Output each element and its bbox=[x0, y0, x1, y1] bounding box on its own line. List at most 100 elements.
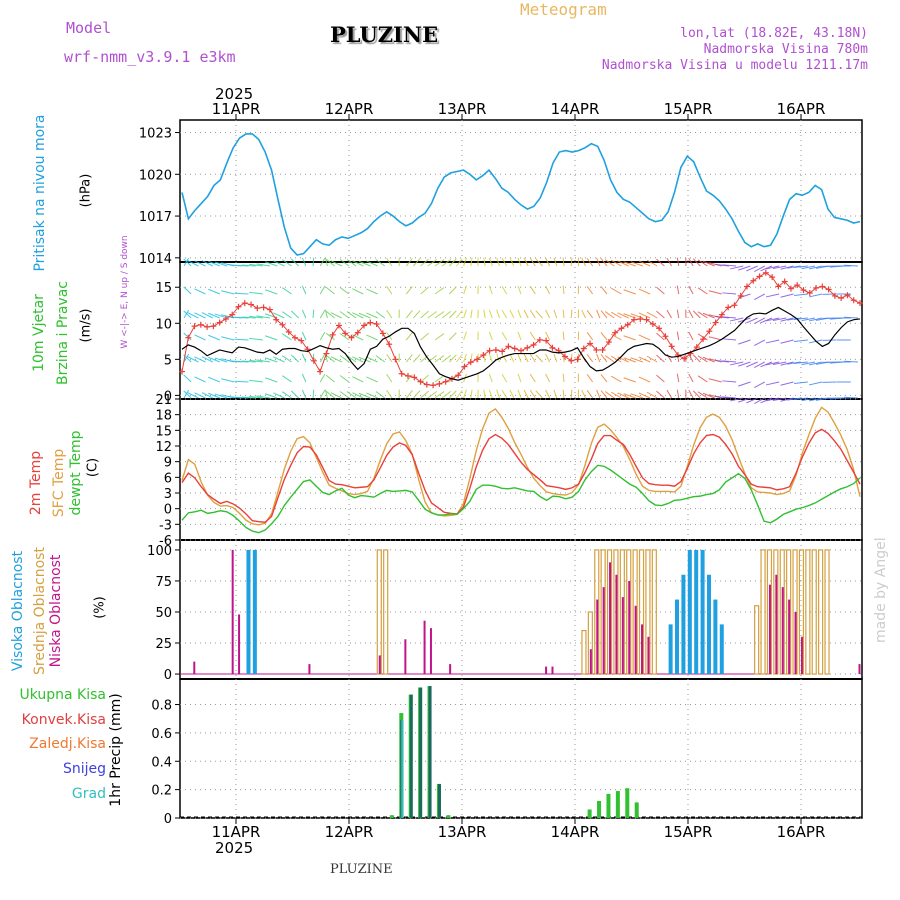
wind-arrow bbox=[730, 265, 744, 270]
wind-arrow bbox=[325, 354, 335, 363]
wind-arrow bbox=[656, 310, 665, 319]
wind-arrow bbox=[529, 331, 536, 341]
wind-arrow bbox=[325, 374, 335, 383]
wind-arrow bbox=[562, 331, 565, 341]
wind-arrow bbox=[623, 393, 636, 399]
wind-arrow bbox=[697, 287, 708, 295]
wind-arrow bbox=[754, 339, 766, 346]
wind-direction-line-marker bbox=[662, 333, 669, 340]
cloud-high-bar bbox=[694, 549, 699, 675]
cloud-low-bar bbox=[628, 580, 631, 675]
wind-arrow bbox=[249, 395, 263, 399]
wind-arrow bbox=[448, 332, 457, 341]
cloud-low-bar bbox=[800, 636, 803, 675]
wind-arrow bbox=[441, 354, 452, 363]
cloud-high-bar bbox=[252, 549, 257, 675]
y-tick-label: 12 bbox=[155, 440, 172, 455]
wind-direction-arrows bbox=[183, 257, 859, 404]
wind-direction-line-marker bbox=[405, 372, 411, 379]
wind-arrow bbox=[301, 389, 307, 399]
y-tick-label: 15 bbox=[155, 424, 172, 439]
wind-arrow bbox=[273, 392, 285, 399]
wind-arrow bbox=[290, 390, 300, 399]
wind-arrow bbox=[420, 354, 429, 363]
wind-arrow bbox=[319, 331, 326, 341]
wind-arrow bbox=[638, 288, 651, 295]
temp-ylabel-sub2: dewpt Temp bbox=[68, 430, 84, 516]
wind-direction-line-marker bbox=[235, 303, 242, 310]
wind-direction-line-marker bbox=[568, 357, 575, 364]
wind-arrow bbox=[754, 397, 766, 404]
wind-direction-line-marker bbox=[361, 322, 368, 329]
wind-arrow bbox=[319, 309, 326, 319]
wind-arrow bbox=[715, 395, 729, 399]
wind-arrow bbox=[765, 293, 780, 298]
precip-total-bar bbox=[446, 815, 451, 818]
wind-arrow bbox=[234, 396, 249, 399]
wind-arrow bbox=[319, 389, 326, 399]
wind-direction-line-marker bbox=[285, 328, 292, 335]
wind-arrow bbox=[656, 286, 665, 295]
wind-arrow bbox=[604, 311, 615, 319]
wind-arrow bbox=[630, 261, 644, 267]
wind-arrow bbox=[488, 285, 493, 295]
wind-direction-line-marker bbox=[649, 321, 656, 328]
wind-arrow bbox=[319, 257, 326, 267]
wind-arrow bbox=[501, 257, 508, 267]
y-tick-label: 1023 bbox=[139, 127, 172, 142]
wind-arrow bbox=[456, 390, 463, 399]
y-tick-label: 15 bbox=[155, 281, 172, 296]
wind-direction-line-marker bbox=[179, 368, 185, 375]
wind-direction-line-marker bbox=[417, 378, 424, 385]
wind-arrow bbox=[301, 353, 307, 363]
wind-arrow bbox=[623, 335, 636, 341]
wind-arrow bbox=[325, 258, 335, 267]
wind-arrow bbox=[319, 353, 326, 363]
wind-direction-line-marker bbox=[631, 316, 637, 323]
wind-direction-line-marker bbox=[499, 348, 506, 355]
wind-arrow bbox=[386, 373, 393, 383]
y-tick-label: 0.4 bbox=[151, 755, 172, 770]
wind-direction-line-marker bbox=[317, 368, 324, 375]
wind-direction-line-marker bbox=[210, 323, 217, 330]
wind-direction-line-marker bbox=[430, 382, 437, 389]
wind-direction-line-marker bbox=[580, 345, 587, 352]
wind-arrow bbox=[765, 339, 780, 344]
wind-direction-line-marker bbox=[737, 292, 744, 299]
wind-arrow bbox=[448, 354, 457, 363]
wind-direction-line-marker bbox=[518, 347, 524, 354]
wind-arrow bbox=[772, 397, 787, 401]
wind-arrow bbox=[545, 373, 551, 383]
y-tick-label: 5 bbox=[164, 353, 172, 368]
wind-arrow bbox=[523, 353, 529, 363]
wind-arrow bbox=[808, 265, 823, 270]
wind-arrow bbox=[312, 309, 315, 319]
wind-arrow bbox=[529, 373, 536, 383]
wind-arrow bbox=[319, 373, 326, 383]
wind-arrow bbox=[194, 260, 206, 267]
precip-total-bar bbox=[597, 800, 602, 818]
wind-arrow bbox=[208, 260, 221, 267]
wind-arrow bbox=[201, 356, 213, 363]
wind-arrow bbox=[600, 374, 608, 383]
wind-direction-line-marker bbox=[204, 323, 211, 330]
wind-arrow bbox=[312, 257, 315, 267]
wind-direction-line-marker bbox=[386, 341, 393, 348]
wind-arrow bbox=[339, 259, 350, 267]
wind-arrow bbox=[434, 333, 445, 341]
wind-direction-line-marker bbox=[486, 347, 493, 354]
wind-arrow bbox=[501, 389, 508, 399]
x-day-label-top: 12APR bbox=[325, 100, 374, 118]
wind-arrow bbox=[697, 375, 708, 383]
cloud-low-bar bbox=[634, 605, 637, 675]
wind-arrow bbox=[553, 309, 558, 319]
wind-direction-line-marker bbox=[373, 321, 380, 328]
cloud-low-bar bbox=[193, 661, 196, 675]
wind-arrow bbox=[793, 381, 808, 385]
wind-arrow bbox=[793, 361, 808, 365]
wind-arrow bbox=[535, 390, 543, 399]
wind-arrow bbox=[610, 311, 622, 319]
wind-arrow bbox=[623, 289, 636, 295]
precip-snow-bar bbox=[437, 783, 441, 818]
wind-arrow bbox=[194, 312, 206, 319]
